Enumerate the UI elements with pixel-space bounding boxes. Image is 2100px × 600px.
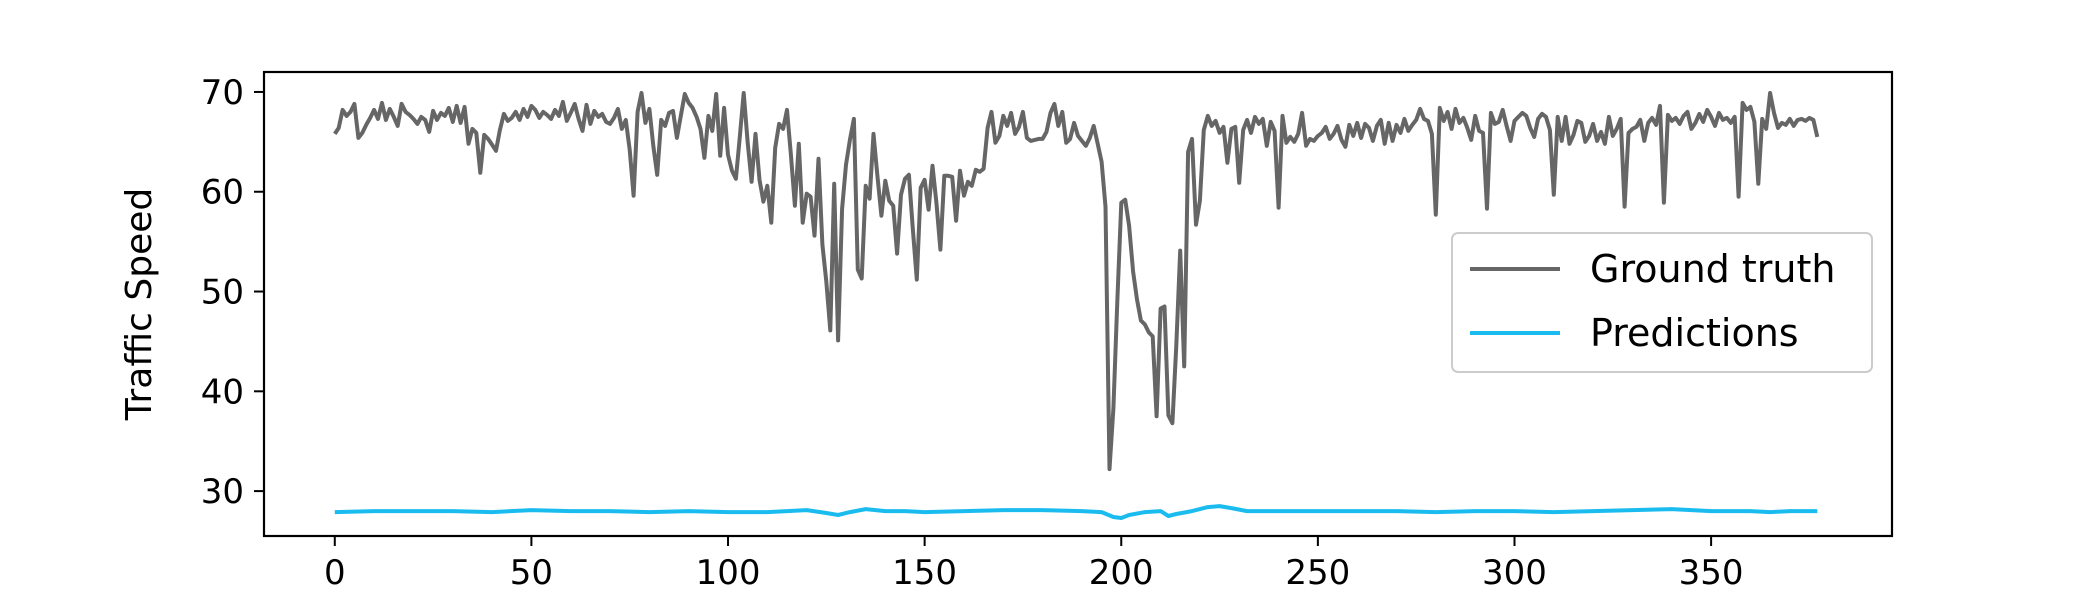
y-axis-label: Traffic Speed (119, 188, 160, 421)
series-layer (333, 91, 1820, 520)
legend-label-ground-truth: Ground truth (1590, 247, 1835, 291)
series-line-ground-truth (333, 91, 1820, 472)
x-tick-label: 250 (1285, 553, 1350, 593)
x-tick-label: 150 (892, 553, 957, 593)
plot-frame (262, 70, 1894, 538)
y-tick-label: 30 (201, 472, 244, 512)
series-line-predictions (334, 504, 1818, 520)
y-tick-label: 60 (201, 173, 244, 213)
y-tick-label: 40 (201, 372, 244, 412)
ticks-layer: 0 50 100 150 200 250 300 350 30 40 50 60 70 (201, 73, 1744, 593)
x-tick-label: 0 (324, 553, 346, 593)
legend: Ground truth Predictions (1451, 232, 1873, 373)
y-tick-label: 70 (201, 73, 244, 113)
x-tick-label: 350 (1679, 553, 1744, 593)
x-tick-label: 200 (1089, 553, 1154, 593)
x-tick-label: 100 (696, 553, 761, 593)
y-tick-label: 50 (201, 273, 244, 313)
x-tick-label: 300 (1482, 553, 1547, 593)
legend-label-predictions: Predictions (1590, 311, 1799, 355)
x-tick-label: 50 (510, 553, 553, 593)
